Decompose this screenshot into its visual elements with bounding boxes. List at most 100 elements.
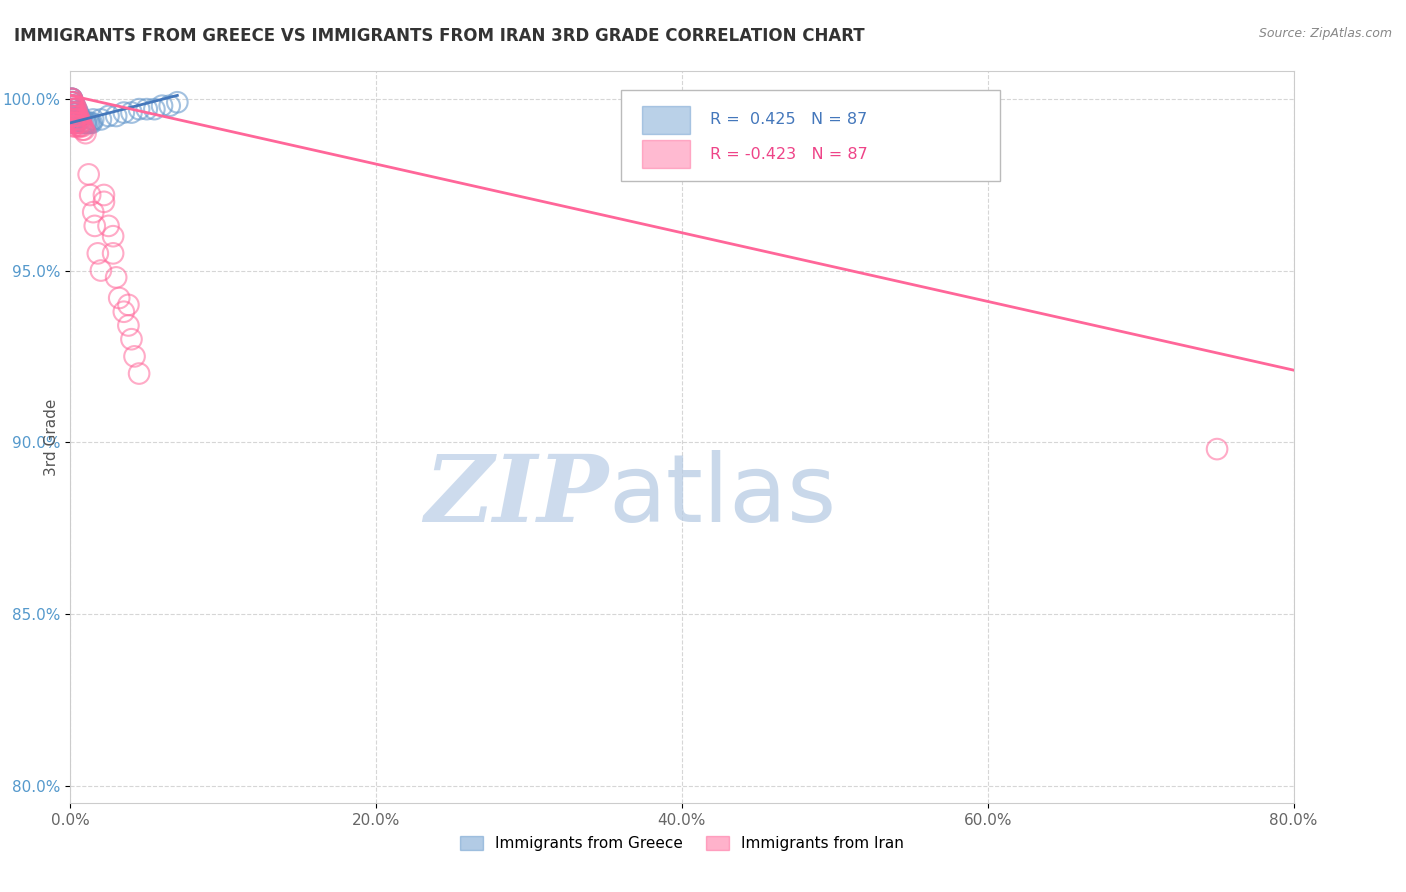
Point (63, 102, 86, 116)
Point (70, 120, 93, 134)
Point (65, 105, 87, 120)
Point (70, 116, 93, 130)
Point (62, 102, 84, 116)
Point (65, 112, 87, 127)
Point (66, 116, 89, 130)
Point (143, 102, 166, 116)
Point (65, 109, 87, 123)
Point (63, 116, 86, 130)
Point (65, 116, 87, 130)
Point (62, 98, 84, 112)
Point (135, 102, 157, 116)
Text: atlas: atlas (609, 450, 837, 541)
Point (77, 116, 100, 130)
Point (82, 112, 104, 127)
Point (60, 95, 83, 110)
FancyBboxPatch shape (621, 90, 1000, 181)
Point (60, 92, 83, 106)
Bar (641, 140, 690, 168)
Point (60, 105, 83, 120)
Point (112, 105, 135, 120)
Point (117, 318, 139, 333)
Point (63, 105, 86, 120)
Point (66, 112, 89, 127)
Point (97, 109, 120, 123)
Point (62, 112, 84, 127)
Y-axis label: 3rd Grade: 3rd Grade (44, 399, 59, 475)
Point (65, 109, 87, 123)
Point (150, 98, 173, 112)
Point (62, 95, 84, 110)
Point (77, 167, 100, 181)
Point (124, 350, 146, 364)
Point (72, 122, 94, 136)
Legend: Immigrants from Greece, Immigrants from Iran: Immigrants from Greece, Immigrants from … (454, 830, 910, 857)
Point (128, 102, 150, 116)
Text: ZIP: ZIP (425, 450, 609, 541)
Point (83, 219, 105, 233)
Point (63, 109, 86, 123)
Point (79, 116, 101, 130)
Point (62, 102, 84, 116)
Point (73, 122, 96, 136)
Point (60, 109, 83, 123)
Point (166, 95, 188, 110)
Point (121, 332, 143, 346)
Point (72, 120, 94, 134)
Point (63, 120, 86, 134)
Text: Source: ZipAtlas.com: Source: ZipAtlas.com (1258, 27, 1392, 40)
Point (112, 304, 135, 318)
Text: R =  0.425   N = 87: R = 0.425 N = 87 (710, 112, 868, 128)
Point (62, 116, 84, 130)
Point (117, 298, 139, 312)
Point (62, 95, 84, 110)
Point (93, 194, 115, 209)
Point (65, 112, 87, 127)
Point (62, 95, 84, 110)
Text: R = -0.423   N = 87: R = -0.423 N = 87 (710, 146, 868, 161)
Point (60, 98, 83, 112)
Point (69, 112, 91, 127)
Point (87, 246, 110, 260)
Point (60, 98, 83, 112)
Point (73, 116, 96, 130)
Point (63, 116, 86, 130)
Point (80, 116, 103, 130)
Point (60, 105, 83, 120)
Point (76, 116, 98, 130)
Point (60, 98, 83, 112)
Point (101, 229, 124, 244)
Point (60, 92, 83, 106)
Point (69, 109, 91, 123)
Point (75, 116, 97, 130)
Point (62, 105, 84, 120)
Point (66, 109, 89, 123)
Point (90, 263, 112, 277)
Point (62, 98, 84, 112)
Text: IMMIGRANTS FROM GREECE VS IMMIGRANTS FROM IRAN 3RD GRADE CORRELATION CHART: IMMIGRANTS FROM GREECE VS IMMIGRANTS FRO… (14, 27, 865, 45)
Point (105, 270, 128, 285)
Point (66, 109, 89, 123)
Point (62, 105, 84, 120)
Point (63, 98, 86, 112)
Point (63, 98, 86, 112)
Point (60, 95, 83, 110)
Point (70, 112, 93, 127)
Point (60, 102, 83, 116)
Point (159, 98, 181, 112)
Point (63, 112, 86, 127)
Point (65, 105, 87, 120)
Bar (641, 106, 690, 134)
Point (105, 109, 128, 123)
Point (62, 109, 84, 123)
Point (60, 92, 83, 106)
Point (62, 112, 84, 127)
Point (60, 102, 83, 116)
Point (69, 120, 91, 134)
Point (93, 188, 115, 202)
Point (65, 102, 87, 116)
Point (82, 205, 104, 219)
Point (69, 116, 91, 130)
Point (60, 92, 83, 106)
Point (62, 120, 84, 134)
